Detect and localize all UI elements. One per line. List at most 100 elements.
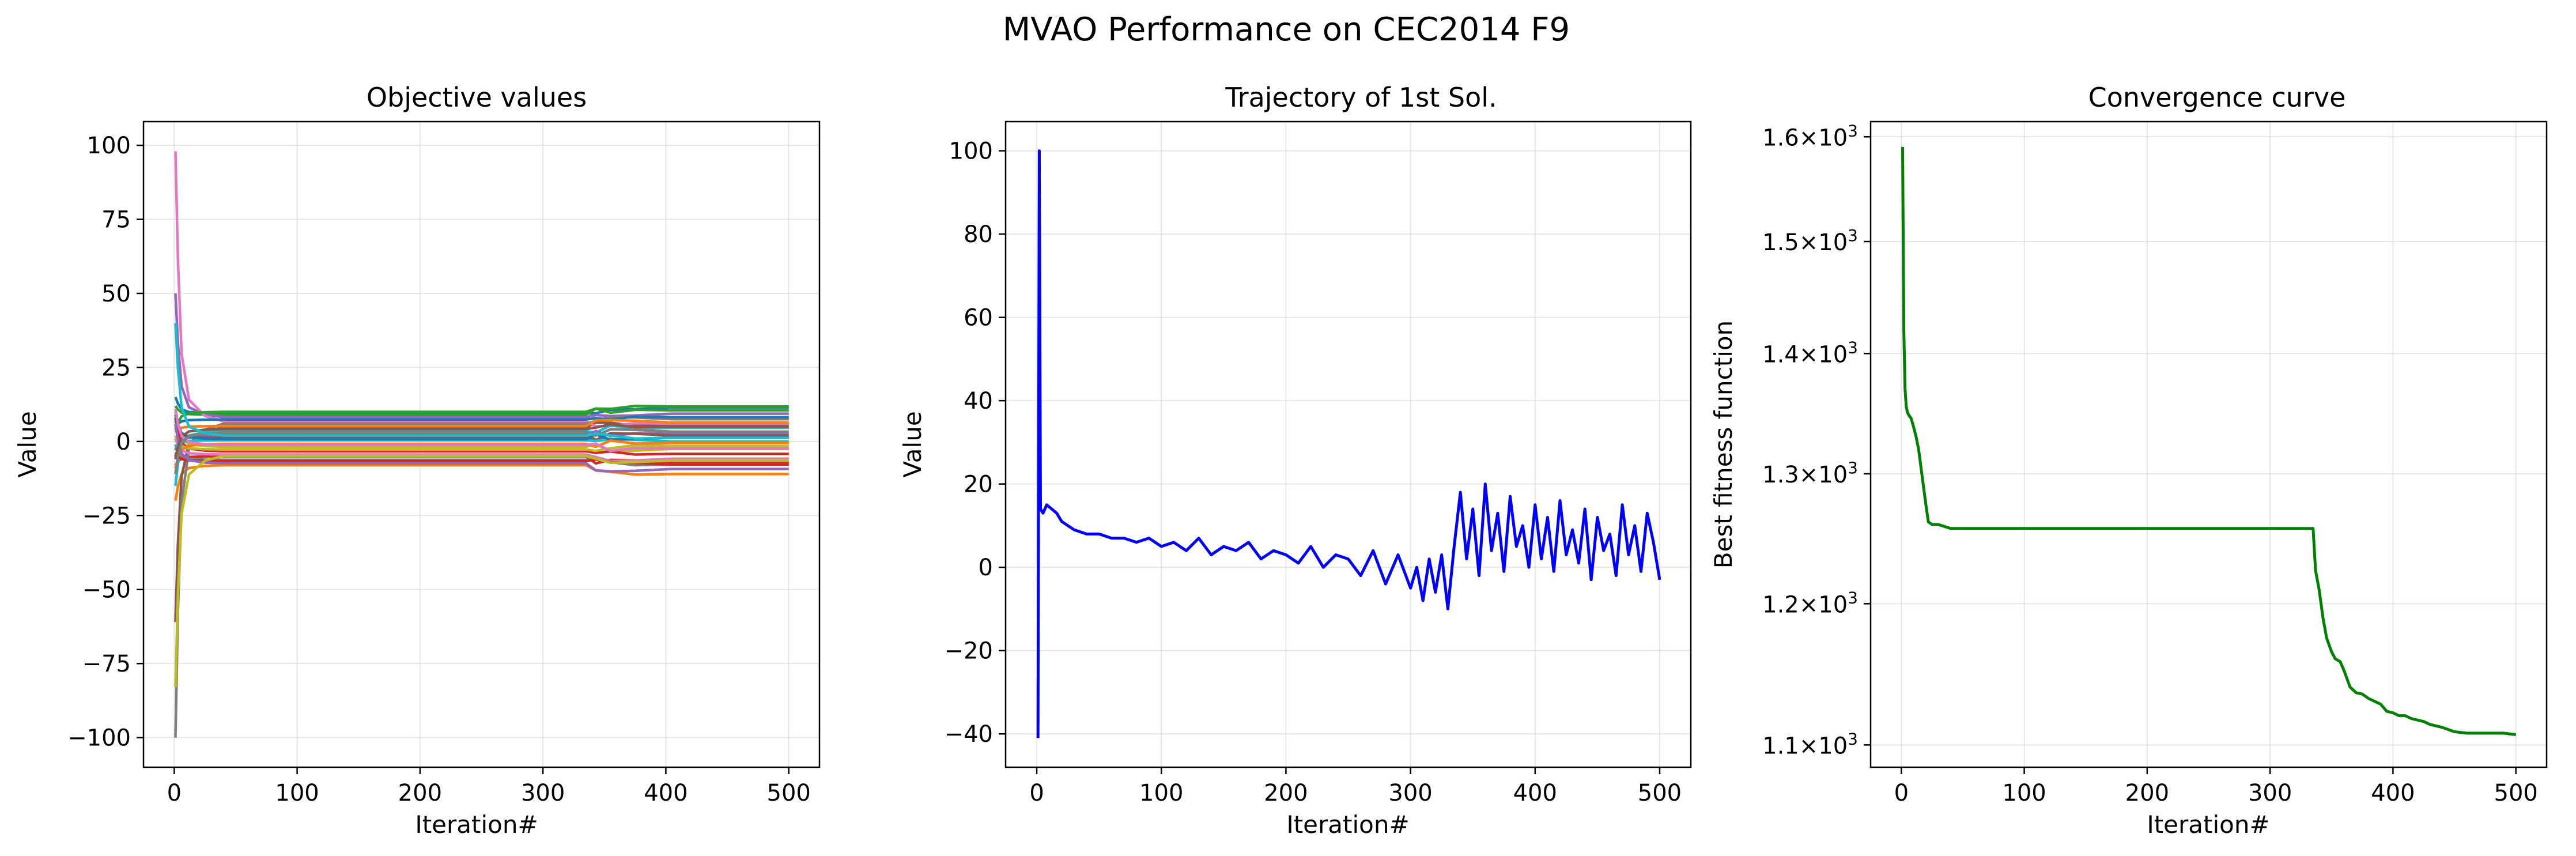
x-tick-label: 200 <box>2125 780 2169 806</box>
y-tick-base: 10 <box>1818 229 1848 256</box>
trajectory-y-axis: −40 −20 0 20 40 60 80 100 <box>945 138 1006 748</box>
x-tick-label: 200 <box>398 780 442 806</box>
trajectory-x-label: Iteration# <box>1286 810 1409 839</box>
objective-x-axis: 0 100 200 300 400 500 <box>167 767 811 806</box>
y-tick-mantissa: 1.5 <box>1762 229 1799 256</box>
y-tick-base: 10 <box>1818 341 1848 368</box>
x-tick-label: 0 <box>1029 780 1044 806</box>
y-tick-label: −40 <box>945 721 993 748</box>
y-tick-label: 1.3×103 <box>1762 458 1858 488</box>
y-tick-label: −20 <box>945 638 993 665</box>
y-tick-base: 10 <box>1818 733 1848 759</box>
panel-objective: Objective values 0 100 200 300 400 500 −100−7… <box>13 82 821 839</box>
y-tick-exponent: 3 <box>1848 226 1858 245</box>
y-tick-exponent: 3 <box>1848 729 1858 748</box>
y-tick-label: −100 <box>67 725 131 752</box>
y-tick-times: × <box>1799 733 1819 759</box>
convergence-x-label: Iteration# <box>2147 810 2269 839</box>
y-tick-times: × <box>1799 591 1819 618</box>
y-tick-label: 100 <box>949 138 993 165</box>
x-tick-label: 300 <box>2248 780 2292 806</box>
y-tick-base: 10 <box>1818 591 1848 618</box>
objective-plot-frame <box>142 120 821 768</box>
x-tick-label: 500 <box>1638 780 1682 806</box>
trajectory-y-label: Value <box>898 411 927 477</box>
dimension-line <box>174 323 789 440</box>
trajectory-series <box>1036 149 1661 738</box>
dimension-line <box>174 151 789 428</box>
y-tick-mantissa: 1.3 <box>1762 462 1799 488</box>
y-tick-label: 1.2×103 <box>1762 588 1858 618</box>
y-tick-exponent: 3 <box>1848 121 1858 140</box>
x-tick-label: 0 <box>1894 780 1909 806</box>
dimension-line <box>174 293 789 418</box>
y-tick-label: 0 <box>979 555 993 581</box>
trajectory-grid <box>1006 122 1691 767</box>
convergence-title: Convergence curve <box>2088 82 2346 113</box>
y-tick-label: 50 <box>101 281 131 307</box>
dimension-line <box>174 423 789 460</box>
x-tick-label: 100 <box>275 780 319 806</box>
convergence-plot-frame <box>1869 120 2548 768</box>
y-tick-mantissa: 1.1 <box>1762 733 1799 759</box>
y-tick-label: 0 <box>116 429 131 455</box>
y-tick-label: −50 <box>82 577 131 604</box>
y-tick-base: 10 <box>1818 125 1848 151</box>
y-tick-label: −75 <box>82 651 131 677</box>
objective-series <box>174 151 789 738</box>
y-tick-label: 1.4×103 <box>1762 338 1858 368</box>
y-tick-times: × <box>1799 341 1819 368</box>
y-tick-exponent: 3 <box>1848 588 1858 607</box>
x-tick-label: 400 <box>1513 780 1557 806</box>
x-tick-label: 0 <box>167 780 182 806</box>
convergence-grid <box>1871 122 2547 767</box>
dimension-line <box>174 405 789 416</box>
trajectory-line <box>1036 149 1661 738</box>
objective-title: Objective values <box>367 82 587 113</box>
objective-y-axis: −100 −75 −50 −25 0 25 50 75 100 <box>67 133 143 752</box>
convergence-series <box>1901 146 2517 736</box>
convergence-x-axis: 0 100 200 300 400 500 <box>1894 767 2538 806</box>
y-tick-label: 60 <box>964 305 993 331</box>
dimension-line <box>174 404 789 431</box>
convergence-y-label: Best fitness function <box>1709 320 1738 568</box>
dimension-line <box>174 421 789 623</box>
y-tick-mantissa: 1.6 <box>1762 125 1799 151</box>
y-tick-exponent: 3 <box>1848 338 1858 357</box>
trajectory-plot-frame <box>1004 120 1692 768</box>
dimension-line <box>174 418 789 433</box>
y-tick-label: 20 <box>964 472 993 498</box>
panel-convergence: Convergence curve 0 100 200 300 400 500 1.1×1… <box>1709 82 2548 839</box>
y-tick-base: 10 <box>1818 462 1848 488</box>
panel-trajectory: Trajectory of 1st Sol. 0 100 200 300 400 500 … <box>898 82 1692 839</box>
y-tick-times: × <box>1799 462 1819 488</box>
figure-suptitle: MVAO Performance on CEC2014 F9 <box>1003 11 1570 48</box>
y-tick-times: × <box>1799 229 1819 256</box>
x-tick-label: 400 <box>644 780 688 806</box>
y-tick-exponent: 3 <box>1848 458 1858 477</box>
y-tick-times: × <box>1799 125 1819 151</box>
y-tick-label: 40 <box>964 388 993 414</box>
x-tick-label: 100 <box>1139 780 1183 806</box>
x-tick-label: 300 <box>521 780 565 806</box>
y-tick-label: 1.1×103 <box>1762 729 1858 759</box>
x-tick-label: 300 <box>1388 780 1432 806</box>
y-tick-label: 75 <box>101 207 131 233</box>
dimension-line <box>174 415 789 428</box>
trajectory-title: Trajectory of 1st Sol. <box>1225 82 1497 113</box>
convergence-y-axis: 1.1×1031.2×1031.3×1031.4×1031.5×1031.6×1… <box>1762 121 1871 759</box>
x-tick-label: 200 <box>1264 780 1308 806</box>
y-tick-label: 1.6×103 <box>1762 121 1858 151</box>
x-tick-label: 100 <box>2002 780 2046 806</box>
convergence-line <box>1901 146 2517 736</box>
y-tick-label: 100 <box>87 133 131 159</box>
objective-y-label: Value <box>13 411 41 477</box>
y-tick-mantissa: 1.4 <box>1762 341 1799 368</box>
objective-x-label: Iteration# <box>415 810 538 839</box>
dimension-line <box>174 423 789 473</box>
trajectory-x-axis: 0 100 200 300 400 500 <box>1029 767 1682 806</box>
y-tick-label: 25 <box>101 355 131 381</box>
dimension-line <box>174 408 789 452</box>
dimension-line <box>174 454 789 688</box>
